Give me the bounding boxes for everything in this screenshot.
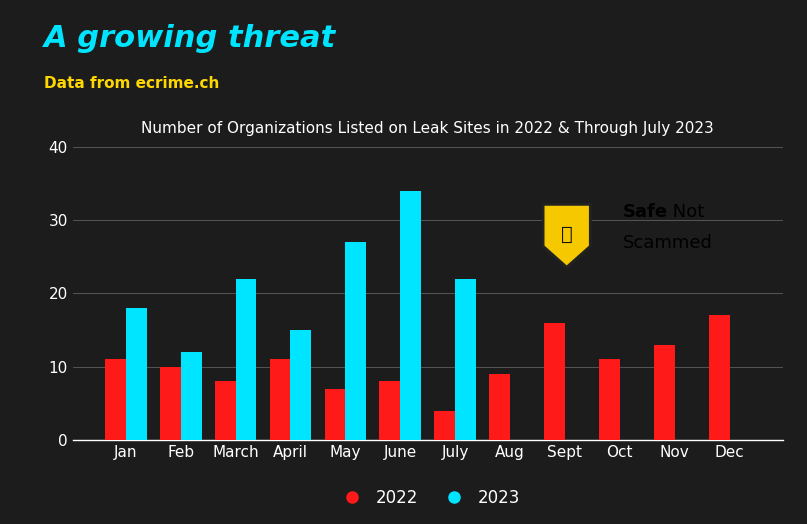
Bar [400,191,421,440]
Bar [215,381,236,440]
Bar [434,411,455,440]
Text: ✊: ✊ [561,225,573,244]
Text: A growing threat: A growing threat [44,24,337,52]
Text: Safe: Safe [623,203,668,221]
Bar [324,389,345,440]
Bar [160,367,181,440]
Bar [654,345,675,440]
Title: Number of Organizations Listed on Leak Sites in 2022 & Through July 2023: Number of Organizations Listed on Leak S… [141,121,714,136]
Polygon shape [543,204,591,267]
Bar [599,359,620,440]
Bar [236,279,257,440]
Bar [379,381,400,440]
Text: Data from ecrime.ch: Data from ecrime.ch [44,76,220,91]
Legend: 2022, 2023: 2022, 2023 [328,483,527,514]
Bar [489,374,510,440]
Bar [455,279,476,440]
Bar [126,308,147,440]
Bar [181,352,202,440]
Text: Not: Not [667,203,704,221]
Bar [544,323,565,440]
Bar [345,242,366,440]
Text: Scammed: Scammed [623,234,713,252]
Bar [270,359,291,440]
Bar [291,330,312,440]
Bar [709,315,730,440]
Bar [105,359,126,440]
